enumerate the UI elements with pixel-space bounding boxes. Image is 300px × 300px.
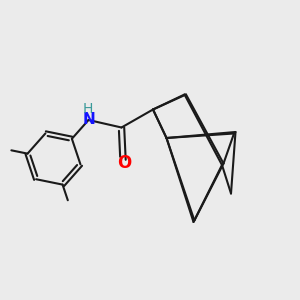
Text: O: O: [117, 154, 131, 172]
Text: H: H: [83, 102, 93, 116]
Text: N: N: [82, 112, 95, 128]
